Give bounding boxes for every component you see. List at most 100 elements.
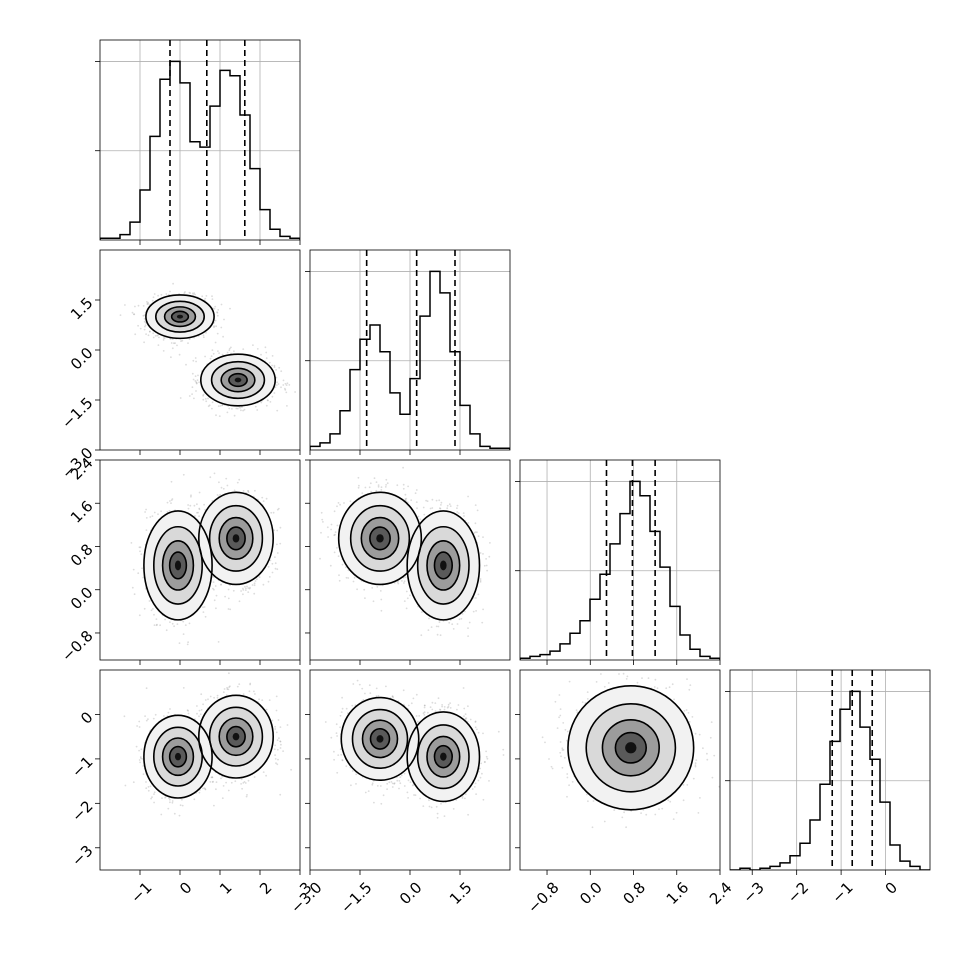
scatter-point <box>209 357 212 360</box>
panel-plot-area <box>119 282 296 417</box>
scatter-point <box>207 397 209 400</box>
scatter-point <box>204 615 207 618</box>
scatter-point <box>322 521 324 523</box>
scatter-point <box>251 584 254 586</box>
scatter-point <box>202 393 205 396</box>
scatter-point <box>276 381 278 384</box>
scatter-point <box>134 333 137 336</box>
scatter-point <box>233 489 236 492</box>
scatter-point <box>168 293 170 296</box>
contour-line <box>143 510 213 621</box>
scatter-point <box>155 618 158 620</box>
scatter-point <box>151 515 154 517</box>
scatter-point <box>230 346 232 349</box>
scatter-point <box>233 350 235 353</box>
scatter-point <box>205 400 208 403</box>
scatter-point <box>276 508 279 511</box>
scatter-point <box>195 360 197 363</box>
scatter-point <box>142 576 145 579</box>
scatter-point <box>169 338 172 340</box>
scatter-point <box>242 593 244 596</box>
scatter-point <box>148 600 151 602</box>
scatter-point <box>221 353 224 356</box>
scatter-point <box>253 592 256 595</box>
scatter-point <box>212 352 215 355</box>
scatter-point <box>188 291 191 294</box>
scatter-point <box>368 486 371 489</box>
scatter-point <box>284 382 287 385</box>
scatter-point <box>238 478 241 481</box>
scatter-point <box>285 384 288 386</box>
scatter-point <box>260 401 263 404</box>
scatter-point <box>379 590 382 592</box>
scatter-point <box>268 361 271 364</box>
scatter-point <box>176 623 179 625</box>
scatter-point <box>146 301 148 303</box>
scatter-point <box>153 511 156 514</box>
y-tick-label: −1.5 <box>58 394 96 432</box>
scatter-point <box>338 579 341 582</box>
scatter-point <box>380 489 383 491</box>
scatter-point <box>153 624 156 626</box>
scatter-point <box>169 621 171 623</box>
scatter-point <box>173 625 175 628</box>
scatter-point <box>227 608 230 610</box>
scatter-point <box>224 595 226 598</box>
scatter-point <box>187 342 189 344</box>
scatter-point <box>214 319 217 322</box>
scatter-point <box>211 295 213 298</box>
scatter-point <box>261 496 264 499</box>
scatter-point <box>337 555 340 558</box>
scatter-point <box>244 585 246 588</box>
scatter-point <box>147 334 150 337</box>
scatter-point <box>211 401 214 404</box>
scatter-point <box>160 293 163 296</box>
scatter-point <box>254 489 256 492</box>
scatter-point <box>176 344 178 347</box>
scatter-point <box>165 293 168 295</box>
scatter-point <box>271 364 273 367</box>
scatter-point <box>182 473 185 476</box>
scatter-point <box>404 498 407 500</box>
panel-plot-area <box>310 250 510 450</box>
scatter-point <box>162 339 165 341</box>
scatter-point <box>284 387 286 390</box>
scatter-point <box>404 493 407 496</box>
scatter-point <box>276 529 279 532</box>
density-fill <box>174 560 182 571</box>
scatter-point <box>253 584 256 587</box>
scatter-point <box>198 508 201 511</box>
scatter-point <box>138 614 141 617</box>
scatter-point <box>254 405 257 408</box>
scatter-point <box>226 484 229 487</box>
scatter-point <box>256 409 259 411</box>
scatter-point <box>165 629 168 632</box>
scatter-point <box>385 484 387 486</box>
scatter-point <box>337 502 340 504</box>
y-tick-label: 0.0 <box>67 344 97 374</box>
scatter-point <box>414 492 417 495</box>
scatter-point <box>271 562 274 565</box>
scatter-point <box>260 353 262 356</box>
scatter-point <box>215 414 217 417</box>
scatter-point <box>265 357 268 360</box>
scatter-point <box>145 529 148 531</box>
scatter-point <box>214 305 217 308</box>
scatter-point <box>272 511 275 514</box>
scatter-point <box>222 335 224 338</box>
scatter-point <box>194 380 197 382</box>
scatter-point <box>258 576 261 578</box>
scatter-point <box>276 568 279 571</box>
scatter-point <box>141 567 143 570</box>
scatter-point <box>157 294 159 297</box>
scatter-point <box>132 568 135 571</box>
contour-line <box>145 294 215 340</box>
scatter-point <box>247 491 250 494</box>
scatter-point <box>213 326 215 329</box>
scatter-point <box>277 507 280 510</box>
scatter-point <box>184 291 186 293</box>
scatter-point <box>262 500 265 502</box>
scatter-point <box>271 395 274 398</box>
scatter-point <box>192 359 195 362</box>
scatter-point <box>162 337 165 339</box>
